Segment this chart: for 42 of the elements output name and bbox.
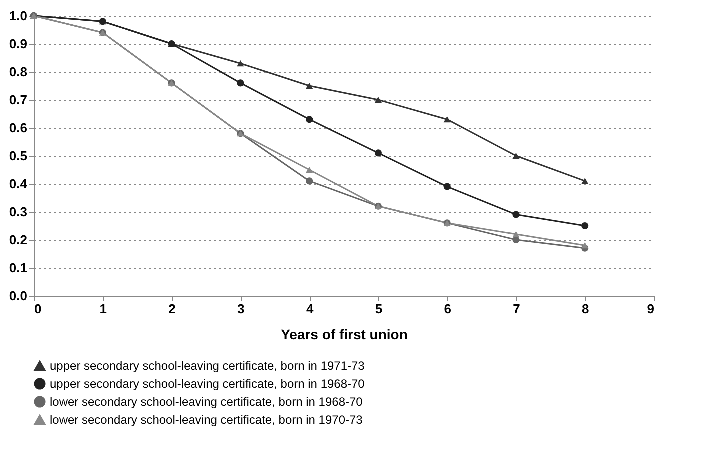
legend-label: lower secondary school-leaving certificate, born in 1970-73 (50, 413, 364, 427)
point (512, 152, 520, 160)
y-tick-label: 1.0 (9, 8, 28, 24)
point (374, 96, 382, 104)
legend-label: upper secondary school-leaving certificate, born in 1971-73 (50, 359, 366, 373)
point (237, 80, 244, 87)
y-tick-label: 0.6 (9, 120, 28, 136)
x-tick-label: 5 (375, 302, 383, 316)
y-tick-label: 0.2 (9, 232, 28, 248)
y-tick-label: 0.1 (9, 260, 28, 276)
x-tick-label: 2 (168, 302, 176, 316)
x-tick-label: 8 (582, 302, 590, 316)
point (582, 178, 589, 184)
y-tick-label: 0.5 (9, 148, 28, 164)
y-tick-label: 0.8 (9, 64, 28, 80)
point (444, 183, 451, 190)
point (306, 166, 314, 174)
y-tick-label: 0.9 (9, 36, 28, 52)
y-tick-label: 0.3 (9, 204, 28, 220)
legend-label: upper secondary school-leaving certificate, born in 1968-70 (50, 377, 366, 391)
y-tick-label: 0.0 (9, 288, 28, 304)
point (582, 242, 589, 249)
point (444, 116, 451, 123)
x-axis-title: Years of first union (281, 326, 408, 342)
legend-label: lower secondary school-leaving certificate, born in 1968-70 (50, 395, 364, 409)
x-tick-label: 9 (647, 302, 654, 316)
point (306, 82, 314, 90)
x-tick-label: 1 (100, 302, 108, 316)
point (306, 116, 314, 124)
point (512, 211, 520, 218)
y-tick-label: 0.7 (9, 92, 28, 108)
point (237, 60, 244, 67)
x-tick-label: 4 (306, 302, 314, 316)
point (306, 178, 314, 185)
x-tick-label: 6 (444, 302, 452, 316)
x-tick-label: 0 (34, 302, 42, 316)
x-tick-label: 7 (513, 302, 520, 316)
point (582, 222, 589, 230)
point (512, 231, 520, 238)
point (374, 150, 382, 157)
x-tick-label: 3 (238, 302, 245, 316)
y-tick-label: 0.4 (9, 176, 28, 192)
